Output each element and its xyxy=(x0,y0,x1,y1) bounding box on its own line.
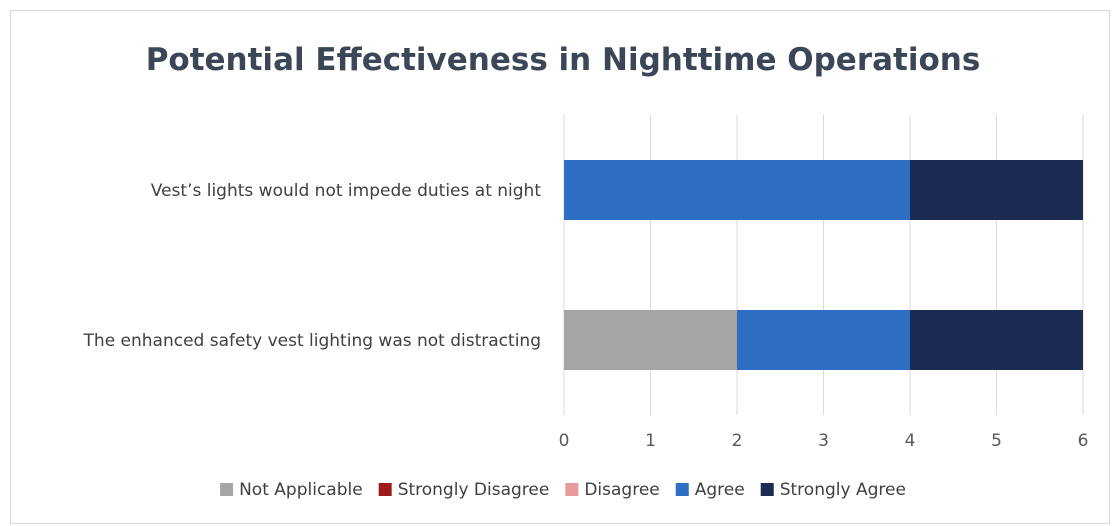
legend-swatch-strongly-disagree xyxy=(378,483,392,496)
bar-agree-1 xyxy=(564,160,910,220)
bar-agree-2 xyxy=(737,310,910,370)
bar-strongly-agree-1 xyxy=(910,160,1083,220)
x-tick-label-4: 4 xyxy=(905,431,916,451)
bars xyxy=(564,160,1083,370)
legend-label-agree: Agree xyxy=(695,480,745,500)
chart-title: Potential Effectiveness in Nighttime Ope… xyxy=(146,42,981,78)
chart-frame xyxy=(10,10,1110,524)
legend-swatch-not-applicable xyxy=(220,483,234,496)
legend-swatch-strongly-agree xyxy=(760,483,774,496)
category-label-1: Vest’s lights would not impede duties at… xyxy=(151,181,542,201)
x-axis-tick-labels: 0 1 2 3 4 5 6 xyxy=(559,431,1089,451)
category-labels: Vest’s lights would not impede duties at… xyxy=(83,181,542,351)
x-tick-label-5: 5 xyxy=(991,431,1002,451)
x-tick-label-6: 6 xyxy=(1078,431,1089,451)
legend-label-strongly-disagree: Strongly Disagree xyxy=(398,480,550,500)
x-tick-label-0: 0 xyxy=(559,431,570,451)
x-tick-label-3: 3 xyxy=(818,431,829,451)
legend: Not Applicable Strongly Disagree Disagree A… xyxy=(220,480,906,500)
bar-strongly-agree-2 xyxy=(910,310,1083,370)
bar-not-applicable-2 xyxy=(564,310,737,370)
legend-swatch-disagree xyxy=(565,483,579,496)
x-tick-label-2: 2 xyxy=(732,431,743,451)
legend-label-not-applicable: Not Applicable xyxy=(239,480,363,500)
x-tick-label-1: 1 xyxy=(645,431,656,451)
legend-label-strongly-agree: Strongly Agree xyxy=(780,480,906,500)
category-label-2: The enhanced safety vest lighting was no… xyxy=(83,331,541,351)
legend-label-disagree: Disagree xyxy=(584,480,659,500)
legend-swatch-agree xyxy=(675,483,689,496)
